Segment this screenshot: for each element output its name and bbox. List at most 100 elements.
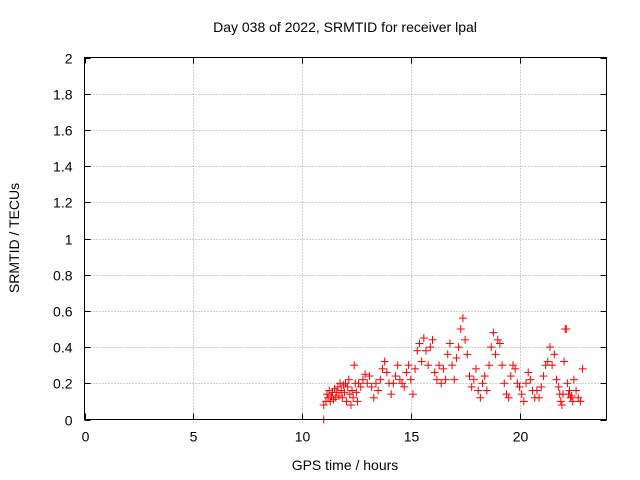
y-tick-label: 1.2: [53, 195, 73, 211]
data-point: [348, 386, 357, 395]
data-point: [346, 401, 355, 410]
data-point: [454, 343, 463, 352]
data-points: [319, 314, 587, 424]
data-point: [472, 364, 480, 373]
y-tick-label: 1.8: [53, 87, 73, 103]
data-point: [337, 386, 346, 395]
data-point: [566, 393, 575, 402]
data-point: [408, 390, 417, 399]
data-point: [576, 397, 585, 406]
y-tick-label: 0.4: [53, 340, 73, 356]
data-point: [395, 375, 404, 384]
data-point: [515, 382, 524, 391]
y-tick-label: 0.8: [53, 268, 73, 284]
data-point: [319, 401, 328, 410]
data-point: [485, 361, 494, 370]
data-point: [578, 364, 587, 373]
y-tick-label: 0.2: [53, 376, 73, 392]
data-point: [450, 375, 459, 384]
data-point: [389, 379, 398, 388]
data-point: [430, 368, 439, 377]
data-point: [480, 372, 489, 381]
data-point: [469, 375, 478, 384]
y-tick-label: 0: [65, 413, 73, 429]
data-point: [504, 393, 513, 402]
data-point: [498, 361, 507, 370]
data-point: [404, 361, 413, 370]
data-point: [432, 375, 441, 384]
data-point: [421, 346, 430, 355]
data-point: [352, 388, 361, 397]
data-point: [568, 397, 577, 406]
y-tick-label: 2: [65, 51, 73, 67]
data-point: [400, 382, 409, 391]
data-point: [524, 368, 533, 377]
chart-title: Day 038 of 2022, SRMTID for receiver lpa…: [213, 19, 477, 35]
data-point: [437, 379, 446, 388]
data-point: [326, 397, 335, 406]
data-point: [482, 386, 491, 395]
data-point: [439, 364, 448, 373]
data-point: [424, 361, 433, 370]
data-point: [393, 361, 402, 370]
data-point: [374, 386, 383, 395]
data-point: [435, 361, 444, 370]
data-point: [342, 397, 351, 406]
data-point: [522, 379, 531, 388]
data-point: [502, 390, 511, 399]
data-point: [406, 375, 415, 384]
grid: [84, 57, 607, 420]
data-point: [491, 350, 500, 359]
data-point: [380, 357, 389, 366]
y-tick-label: 0.6: [53, 304, 73, 320]
data-point: [545, 343, 554, 352]
y-tick-label: 1.4: [53, 159, 73, 175]
plot-frame: [84, 57, 607, 420]
y-axis-label: SRMTID / TECUs: [6, 183, 22, 293]
data-point: [448, 361, 457, 370]
data-point: [376, 375, 385, 384]
data-point: [552, 375, 561, 384]
data-point: [402, 368, 411, 377]
data-point: [411, 364, 420, 373]
data-point: [371, 379, 380, 388]
data-point: [535, 393, 544, 402]
data-point: [325, 386, 334, 395]
data-point: [456, 325, 465, 333]
data-point: [557, 401, 566, 410]
data-point: [338, 393, 347, 402]
axis-ticks: 0 5 10 15 20 0 0.2 0.4 0.6 0.8 1 1.2 1.4 1.6 1.8 2: [53, 51, 607, 445]
x-tick-label: 10: [295, 429, 311, 445]
x-tick-label: 0: [82, 429, 90, 445]
data-point: [543, 357, 552, 366]
data-point: [560, 357, 569, 366]
data-point: [353, 397, 362, 406]
y-tick-label: 1.6: [53, 123, 73, 139]
data-point: [443, 350, 452, 359]
data-point: [478, 379, 487, 388]
data-point: [487, 343, 496, 352]
data-point: [532, 386, 541, 395]
data-point: [539, 372, 548, 381]
data-point: [426, 343, 435, 352]
data-point: [508, 361, 517, 370]
data-point: [356, 382, 365, 391]
data-point: [391, 372, 400, 381]
data-point: [463, 350, 472, 359]
data-point: [461, 335, 470, 344]
data-point: [334, 391, 343, 400]
data-point: [415, 339, 424, 348]
data-point: [445, 339, 454, 348]
data-point: [572, 386, 581, 395]
data-point: [511, 364, 520, 373]
data-point: [556, 397, 565, 406]
data-point: [569, 375, 578, 384]
data-point: [465, 372, 474, 381]
data-point: [537, 382, 546, 391]
data-point: [378, 364, 387, 373]
data-point: [419, 334, 428, 343]
data-point: [550, 350, 559, 359]
data-point: [382, 368, 391, 377]
data-point: [344, 375, 353, 384]
